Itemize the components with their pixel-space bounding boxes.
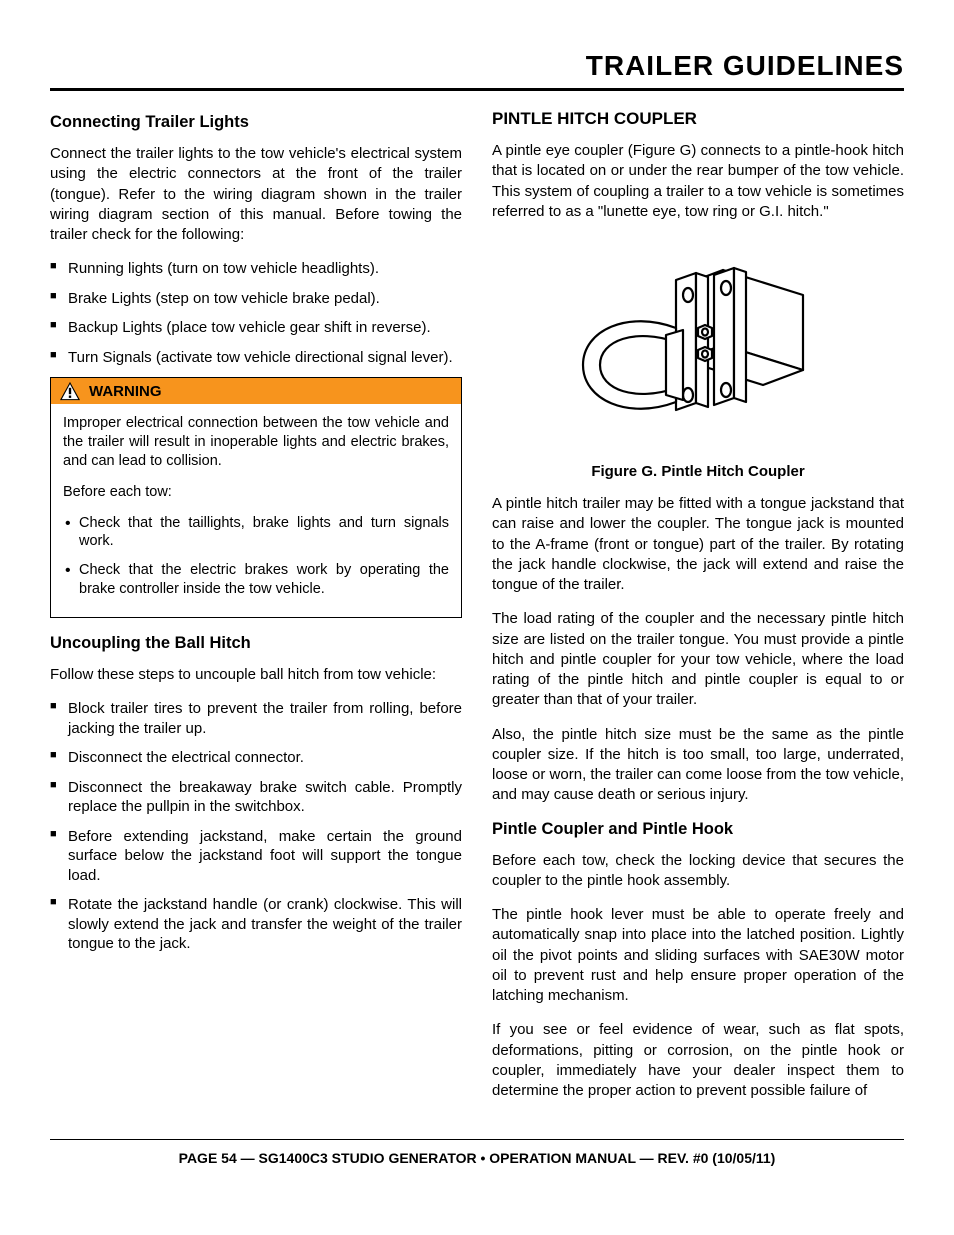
pintle-coupler-diagram [568,240,828,450]
warning-list: Check that the taillights, brake lights … [63,514,449,599]
para-hitch-size: Also, the pintle hitch size must be the … [492,725,904,806]
heading-uncoupling: Uncoupling the Ball Hitch [50,634,462,653]
list-item: Disconnect the breakaway brake switch ca… [50,778,462,817]
list-light-checks: Running lights (turn on tow vehicle head… [50,259,462,367]
warning-box: WARNING Improper electrical connection b… [50,377,462,618]
footer-rule [50,1139,904,1140]
figure-caption: Figure G. Pintle Hitch Coupler [492,463,904,480]
warning-list-item: Check that the electric brakes work by o… [63,561,449,599]
warning-para: Before each tow: [63,483,449,502]
para-wear: If you see or feel evidence of wear, suc… [492,1020,904,1101]
list-item: Running lights (turn on tow vehicle head… [50,259,462,279]
para-pintle-intro: A pintle eye coupler (Figure G) connects… [492,141,904,222]
para-before-tow: Before each tow, check the locking devic… [492,851,904,892]
list-item: Turn Signals (activate tow vehicle direc… [50,348,462,368]
warning-header: WARNING [51,378,461,404]
heading-pintle-hook: Pintle Coupler and Pintle Hook [492,820,904,839]
warning-para: Improper electrical connection between t… [63,414,449,471]
list-item: Rotate the jackstand handle (or crank) c… [50,895,462,954]
list-uncouple-steps: Block trailer tires to prevent the trail… [50,699,462,954]
left-column: Connecting Trailer Lights Connect the tr… [50,109,462,1115]
heading-pintle-coupler: PINTLE HITCH COUPLER [492,109,904,129]
para-lever: The pintle hook lever must be able to op… [492,905,904,1006]
warning-list-item: Check that the taillights, brake lights … [63,514,449,552]
list-item: Disconnect the electrical connector. [50,748,462,768]
figure-g: Figure G. Pintle Hitch Coupler [492,240,904,480]
warning-triangle-icon [59,381,81,401]
heading-connecting-lights: Connecting Trailer Lights [50,113,462,132]
page-footer: PAGE 54 — SG1400C3 STUDIO GENERATOR • OP… [50,1150,904,1166]
warning-body: Improper electrical connection between t… [51,404,461,617]
para-jackstand: A pintle hitch trailer may be fitted wit… [492,494,904,595]
para-uncouple-intro: Follow these steps to uncouple ball hitc… [50,665,462,685]
para-connect-lights: Connect the trailer lights to the tow ve… [50,144,462,245]
list-item: Backup Lights (place tow vehicle gear sh… [50,318,462,338]
list-item: Block trailer tires to prevent the trail… [50,699,462,738]
title-rule [50,88,904,91]
para-load-rating: The load rating of the coupler and the n… [492,609,904,710]
list-item: Before extending jackstand, make certain… [50,827,462,886]
warning-label: WARNING [89,383,162,400]
page-title: TRAILER GUIDELINES [50,50,904,82]
content-columns: Connecting Trailer Lights Connect the tr… [50,109,904,1115]
list-item: Brake Lights (step on tow vehicle brake … [50,289,462,309]
right-column: PINTLE HITCH COUPLER A pintle eye couple… [492,109,904,1115]
